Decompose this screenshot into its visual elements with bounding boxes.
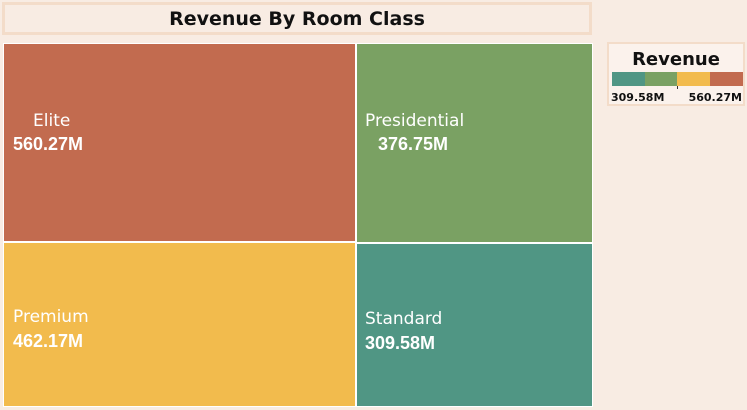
tile-value-premium: 462.17M (13, 331, 84, 351)
tile-label-presidential: Presidential (365, 111, 465, 131)
chart-title: Revenue By Room Class (5, 5, 589, 32)
tile-value-elite: 560.27M (13, 134, 84, 154)
treemap-chart: Elite 560.27M Premium 462.17M Presidential 37… (3, 43, 593, 407)
treemap-tile-premium[interactable]: Premium 462.17M (4, 243, 355, 406)
tile-value-presidential: 376.75M (378, 134, 449, 154)
color-legend: Revenue 309.58M 560.27M (607, 42, 745, 106)
legend-min-label: 309.58M (611, 91, 665, 104)
legend-swatch-4 (709, 72, 743, 86)
treemap-tile-elite[interactable]: Elite 560.27M (4, 44, 355, 241)
chart-title-box: Revenue By Room Class (2, 2, 592, 35)
legend-swatch-1 (612, 72, 645, 86)
tile-value-standard: 309.58M (365, 333, 436, 353)
legend-title: Revenue (632, 49, 720, 70)
legend-tick (677, 86, 678, 89)
tile-label-standard: Standard (365, 309, 443, 329)
legend-swatch-3 (677, 72, 710, 86)
tile-label-premium: Premium (13, 307, 89, 327)
legend-swatch-2 (644, 72, 678, 86)
tile-label-elite: Elite (33, 111, 71, 131)
treemap-tile-standard[interactable]: Standard 309.58M (357, 244, 592, 406)
legend-gradient-bar (612, 72, 743, 89)
legend-max-label: 560.27M (688, 91, 742, 104)
treemap-tile-presidential[interactable]: Presidential 376.75M (357, 44, 592, 242)
